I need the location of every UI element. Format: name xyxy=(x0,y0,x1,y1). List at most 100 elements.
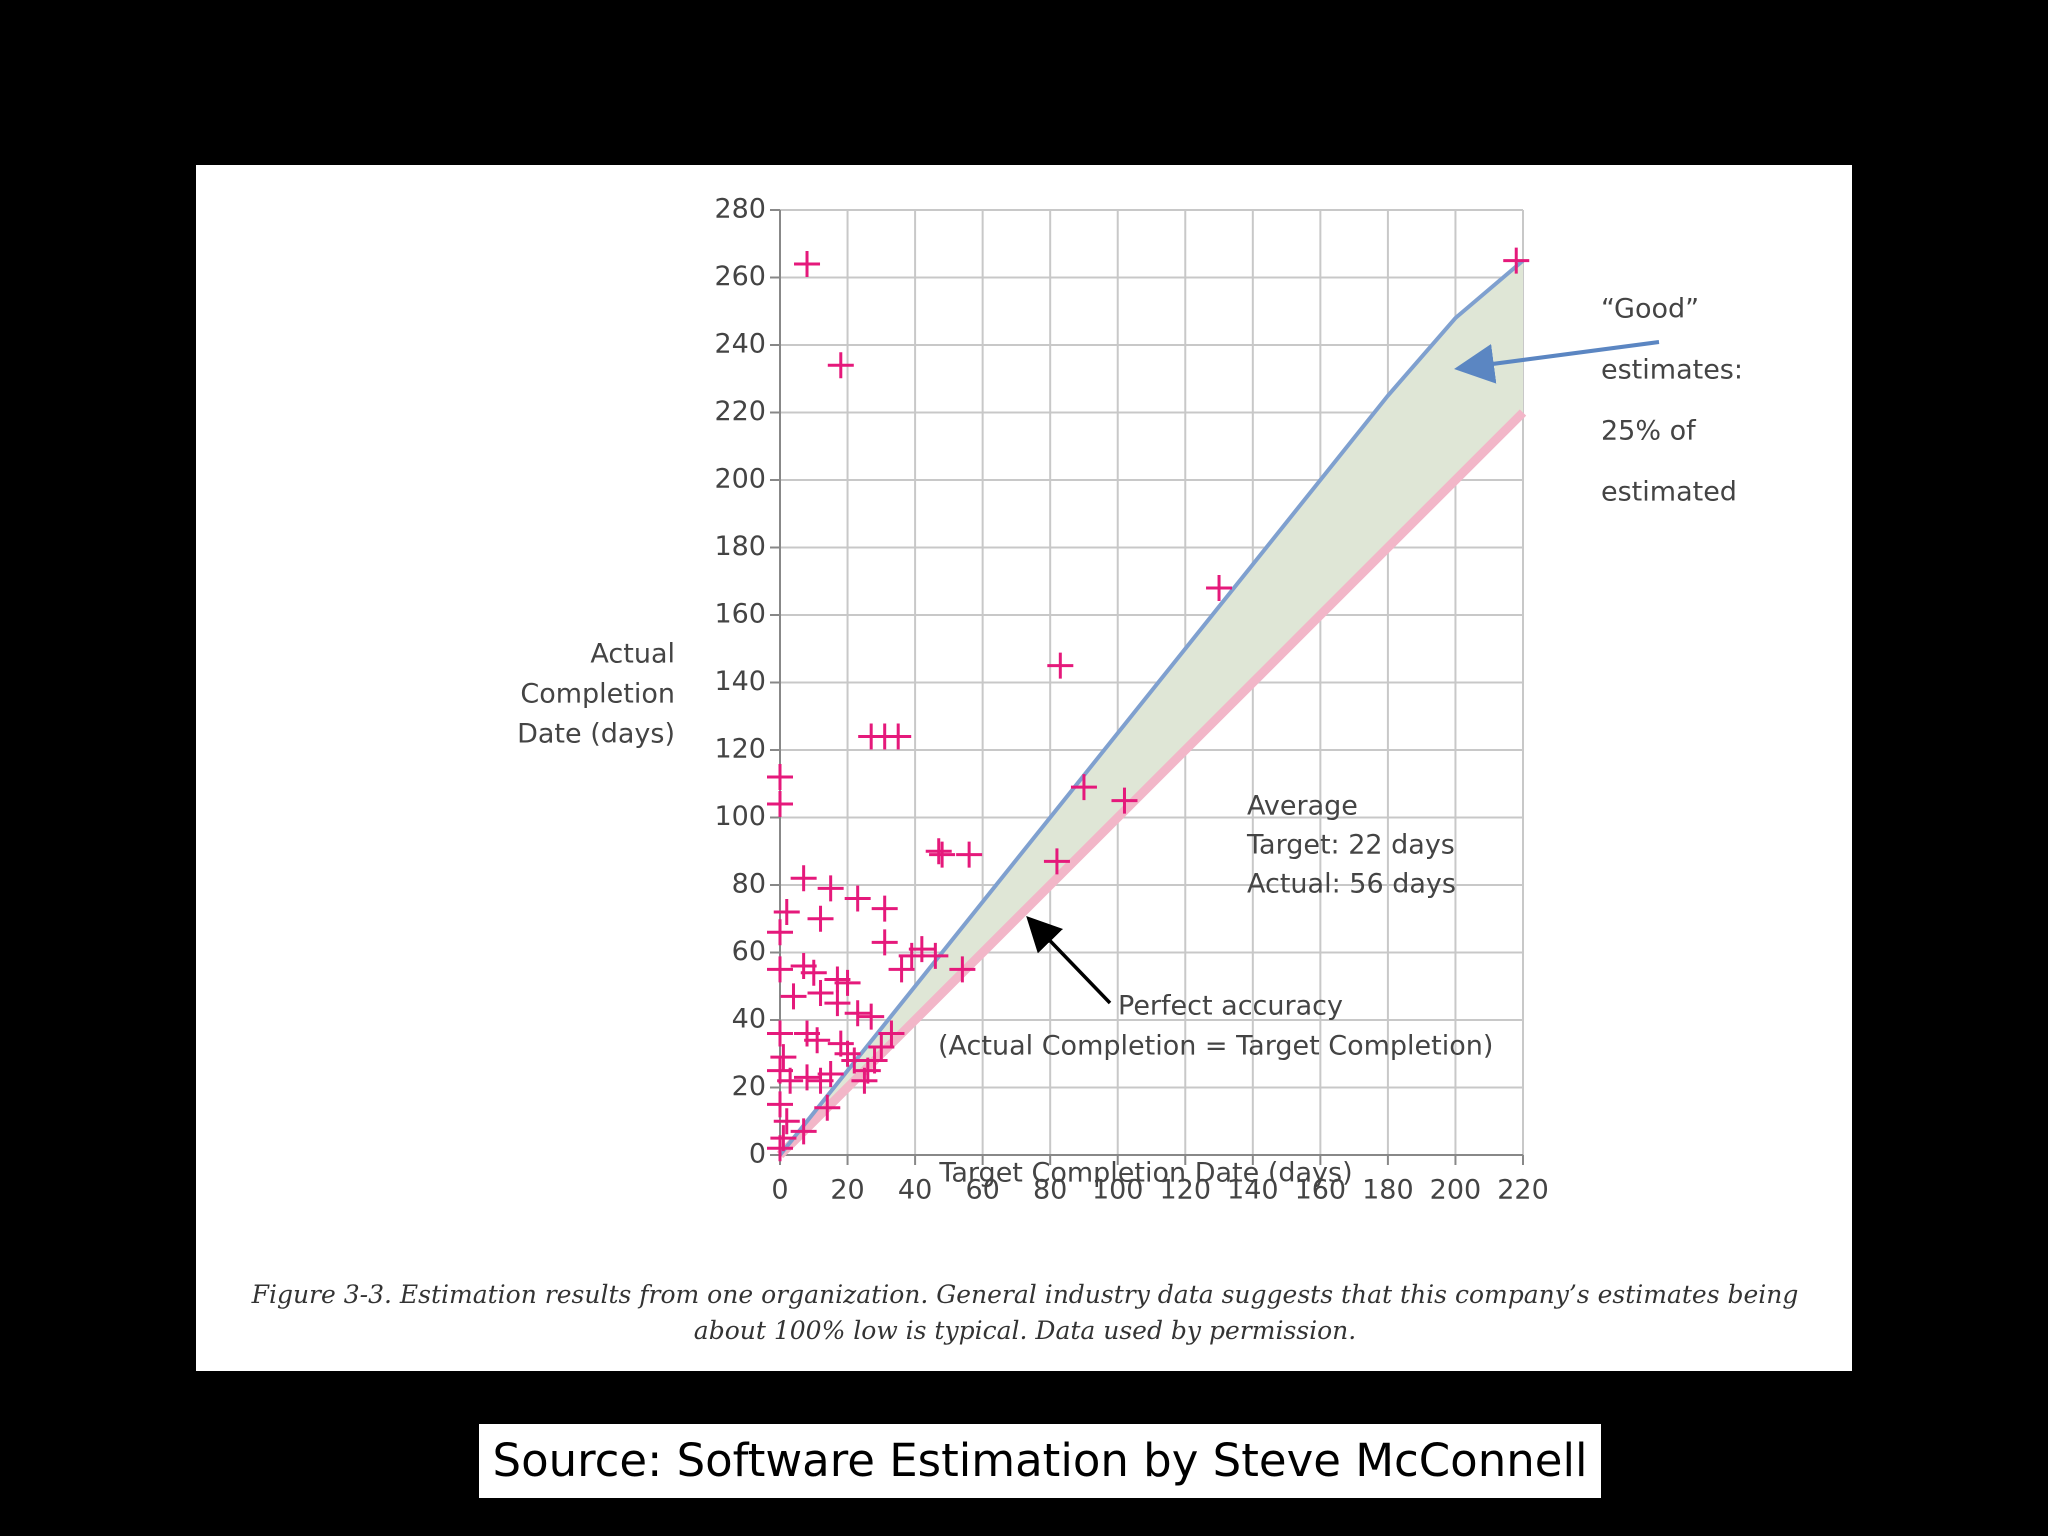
y-tick-label: 200 xyxy=(714,464,766,495)
annotation: estimates: xyxy=(1601,355,1743,386)
data-point xyxy=(956,841,983,868)
y-tick-label: 140 xyxy=(714,666,766,697)
y-tick-label: 120 xyxy=(714,734,766,765)
data-point xyxy=(858,1003,885,1030)
y-tick-label: 100 xyxy=(714,801,766,832)
figure-panel xyxy=(196,165,1852,1371)
data-point xyxy=(767,791,793,817)
data-point xyxy=(844,885,871,912)
y-axis-label: Actual xyxy=(590,639,675,670)
data-point xyxy=(773,1108,800,1135)
x-tick-label: 120 xyxy=(1159,1175,1211,1206)
y-tick-label: 260 xyxy=(714,261,766,292)
data-point xyxy=(1070,774,1097,801)
data-point xyxy=(844,1000,871,1027)
x-tick-label: 0 xyxy=(771,1175,788,1206)
data-point xyxy=(824,990,851,1017)
data-point xyxy=(851,1067,878,1094)
data-point xyxy=(794,1064,821,1091)
data-point xyxy=(817,875,844,902)
data-point xyxy=(827,1030,854,1057)
good-arrow xyxy=(1454,340,1660,384)
reference-line xyxy=(776,409,1527,1159)
data-point xyxy=(871,895,898,922)
data-point xyxy=(780,983,807,1010)
y-axis-label: Date (days) xyxy=(517,719,675,750)
annotation: Perfect accuracy xyxy=(1118,991,1343,1022)
data-point xyxy=(767,764,793,790)
data-point xyxy=(898,942,925,969)
reference-line xyxy=(778,259,1525,1157)
data-point xyxy=(1206,575,1233,601)
annotation: 25% of xyxy=(1601,416,1697,447)
x-tick-label: 60 xyxy=(965,1175,999,1206)
data-point xyxy=(807,980,834,1006)
source: Source: Software Estimation by Steve McC… xyxy=(479,1424,1601,1498)
x-tick-label: 40 xyxy=(898,1175,932,1206)
y-tick-label: 180 xyxy=(714,531,766,562)
x-tick-label: 20 xyxy=(830,1175,864,1206)
data-point xyxy=(949,956,976,983)
data-point xyxy=(1111,787,1138,814)
data-point xyxy=(800,959,827,986)
y-tick-label: 20 xyxy=(732,1071,766,1102)
x-tick-label: 100 xyxy=(1092,1175,1144,1206)
annotation: Average xyxy=(1247,791,1358,822)
data-point xyxy=(925,838,952,865)
y-tick-label: 160 xyxy=(714,599,766,630)
data-point xyxy=(804,1027,831,1054)
data-point xyxy=(827,352,854,379)
data-point xyxy=(767,1135,793,1162)
data-point xyxy=(790,1118,817,1145)
data-point xyxy=(834,969,861,996)
x-tick-label: 80 xyxy=(1033,1175,1067,1206)
annotation: Actual: 56 days xyxy=(1247,869,1456,900)
x-tick-label: 200 xyxy=(1430,1175,1482,1206)
y-tick-label: 280 xyxy=(714,194,766,225)
data-point xyxy=(807,905,834,932)
x-tick-label: 140 xyxy=(1227,1175,1279,1206)
data-point xyxy=(767,1091,793,1118)
annotation: “Good” xyxy=(1601,294,1699,325)
data-point xyxy=(790,865,817,892)
data-point xyxy=(878,1020,905,1047)
x-tick-label: 220 xyxy=(1497,1175,1549,1206)
x-axis-label: Target Completion Date (days) xyxy=(938,1158,1352,1189)
data-point xyxy=(773,899,800,925)
good-band xyxy=(780,260,1523,1155)
data-point xyxy=(814,1094,841,1121)
data-point xyxy=(885,723,912,750)
data-point xyxy=(1047,652,1074,679)
y-tick-label: 220 xyxy=(714,396,766,427)
data-point xyxy=(871,929,898,956)
data-point xyxy=(767,919,793,946)
x-tick-label: 160 xyxy=(1295,1175,1347,1206)
data-point xyxy=(1503,247,1530,274)
y-tick-label: 240 xyxy=(714,329,766,360)
annotation: (Actual Completion = Target Completion) xyxy=(938,1031,1493,1062)
data-point xyxy=(777,1067,804,1094)
data-point xyxy=(922,942,949,969)
y-axis-label: Completion xyxy=(520,679,675,710)
data-point xyxy=(794,251,821,277)
accuracy-arrow xyxy=(1026,915,1112,1005)
annotation: estimated xyxy=(1601,477,1737,508)
data-point xyxy=(888,956,915,983)
data-point xyxy=(770,1044,797,1071)
data-point xyxy=(868,1034,895,1060)
y-tick-label: 0 xyxy=(749,1139,766,1170)
x-tick-label: 180 xyxy=(1362,1175,1414,1206)
data-point xyxy=(1043,848,1070,875)
annotation: Target: 22 days xyxy=(1246,830,1455,861)
caption: Figure 3-3. Estimation results from one … xyxy=(251,1280,1799,1345)
data-point xyxy=(767,956,793,983)
y-tick-label: 40 xyxy=(732,1004,766,1035)
data-point xyxy=(841,1047,868,1074)
data-point xyxy=(929,841,956,868)
y-tick-label: 60 xyxy=(732,936,766,967)
data-point xyxy=(767,1020,793,1047)
data-point xyxy=(807,1067,834,1094)
y-tick-label: 80 xyxy=(732,869,766,900)
